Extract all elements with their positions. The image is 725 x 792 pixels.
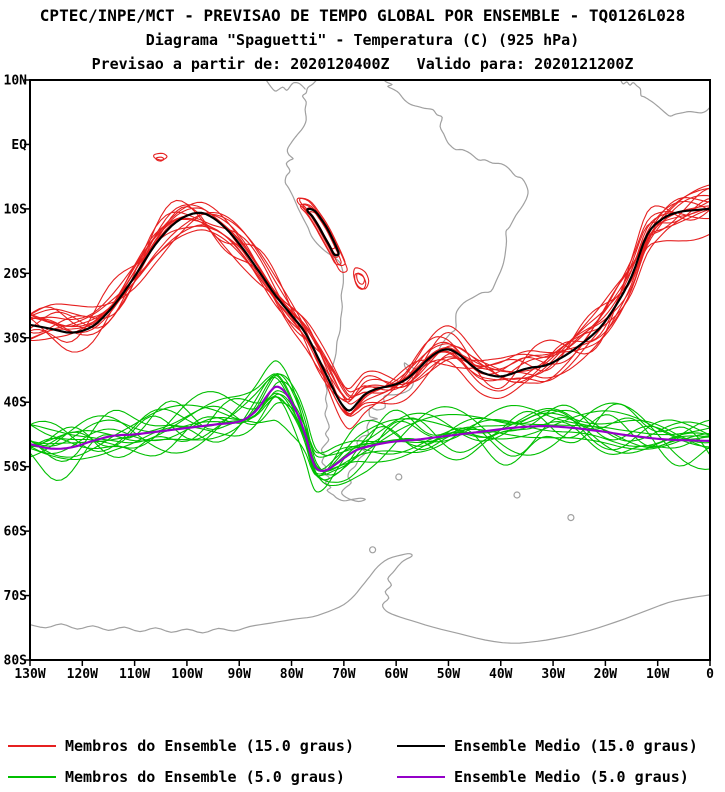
legend-item-members-15: Membros do Ensemble (15.0 graus): [8, 736, 354, 756]
coastline: [30, 553, 710, 644]
ensemble-member-15c: [30, 197, 710, 399]
chart-subtitle: Diagrama "Spaguetti" - Temperatura (C) (…: [145, 31, 580, 49]
legend-line-members-15-icon: [8, 745, 56, 747]
island: [513, 491, 521, 499]
ensemble-member-15c: [30, 208, 710, 417]
x-tick-label: 50W: [437, 667, 461, 682]
closed-contour-member-15c: [153, 152, 168, 161]
ensemble-member-15c: [30, 208, 710, 393]
y-tick-label: 60S: [4, 525, 28, 540]
y-tick-label: 40S: [4, 396, 28, 411]
x-tick-label: 20W: [594, 667, 618, 682]
ensemble-member-5c: [30, 360, 710, 487]
x-tick-label: 40W: [489, 667, 513, 682]
ensemble-member-5c: [30, 373, 710, 472]
x-tick-label: 0: [706, 667, 714, 682]
legend-item-members-5: Membros do Ensemble (5.0 graus): [8, 767, 345, 787]
coastline: [284, 80, 529, 503]
x-tick-label: 70W: [332, 667, 356, 682]
closed-contour-member-15c: [356, 272, 366, 285]
x-tick-label: 80W: [280, 667, 304, 682]
ensemble-member-15c: [30, 206, 710, 390]
ensemble-member-5c: [30, 395, 710, 493]
y-tick-label: 10N: [4, 74, 28, 89]
legend-item-mean-15: Ensemble Medio (15.0 graus): [397, 736, 698, 756]
ensemble-member-15c: [30, 187, 710, 401]
legend-label: Ensemble Medio (15.0 graus): [454, 737, 698, 755]
closed-contour-member-15c: [353, 267, 370, 290]
y-tick-label: 50S: [4, 460, 28, 475]
y-tick-label: EQ: [11, 138, 27, 153]
forecast-dates: Previsao a partir de: 2020120400Z Valido…: [91, 55, 634, 73]
axes: 130W 120W 110W 100W 90W 80W 70W 60W 50W 40W 30W 20W…: [4, 74, 715, 683]
legend-label: Membros do Ensemble (15.0 graus): [65, 737, 354, 755]
x-tick-label: 30W: [541, 667, 565, 682]
x-tick-label: 110W: [119, 667, 150, 682]
y-tick-label: 30S: [4, 331, 28, 346]
ensemble-mean-5c: [30, 385, 710, 472]
legend-line-mean-5-icon: [397, 776, 445, 778]
island: [395, 473, 403, 481]
legend-line-members-5-icon: [8, 776, 56, 778]
x-tick-label: 90W: [227, 667, 251, 682]
y-tick-label: 70S: [4, 589, 28, 604]
legend-item-mean-5: Ensemble Medio (5.0 graus): [397, 767, 689, 787]
legend-label: Ensemble Medio (5.0 graus): [454, 768, 689, 786]
legend-label: Membros do Ensemble (5.0 graus): [65, 768, 345, 786]
ensemble-member-5c: [30, 373, 710, 457]
ensemble-member-15c: [30, 187, 710, 401]
ensemble-member-15c: [30, 184, 710, 417]
page-title: CPTEC/INPE/MCT - PREVISAO DE TEMPO GLOBA…: [39, 6, 686, 25]
x-tick-label: 10W: [646, 667, 670, 682]
ensemble-member-5c: [30, 396, 710, 475]
x-tick-label: 120W: [67, 667, 98, 682]
plot-area: [30, 80, 710, 644]
y-tick-label: 10S: [4, 202, 28, 217]
ensemble-member-15c: [30, 197, 710, 397]
ensemble-mean-15c: [30, 207, 710, 412]
coastline: [620, 80, 710, 117]
ensemble-member-5c: [30, 374, 710, 471]
x-tick-label: 60W: [384, 667, 408, 682]
ensemble-member-15c: [30, 210, 710, 430]
x-tick-label: 100W: [171, 667, 202, 682]
ensemble-member-15c: [30, 199, 710, 401]
island: [369, 546, 377, 554]
map-chart: 130W 120W 110W 100W 90W 80W 70W 60W 50W 40W 30W 20W…: [4, 74, 715, 683]
y-tick-label: 20S: [4, 267, 28, 282]
y-tick-label: 80S: [4, 654, 28, 669]
x-tick-label: 130W: [14, 667, 45, 682]
legend-line-mean-15-icon: [397, 745, 445, 747]
map-frame: [29, 79, 711, 661]
ensemble-member-5c: [30, 380, 710, 476]
closed-contour-member-15c: [296, 197, 348, 273]
closed-contour-mean-15c: [306, 207, 340, 257]
ensemble-member-15c: [30, 205, 710, 415]
coastline: [265, 80, 306, 92]
island: [567, 513, 575, 522]
